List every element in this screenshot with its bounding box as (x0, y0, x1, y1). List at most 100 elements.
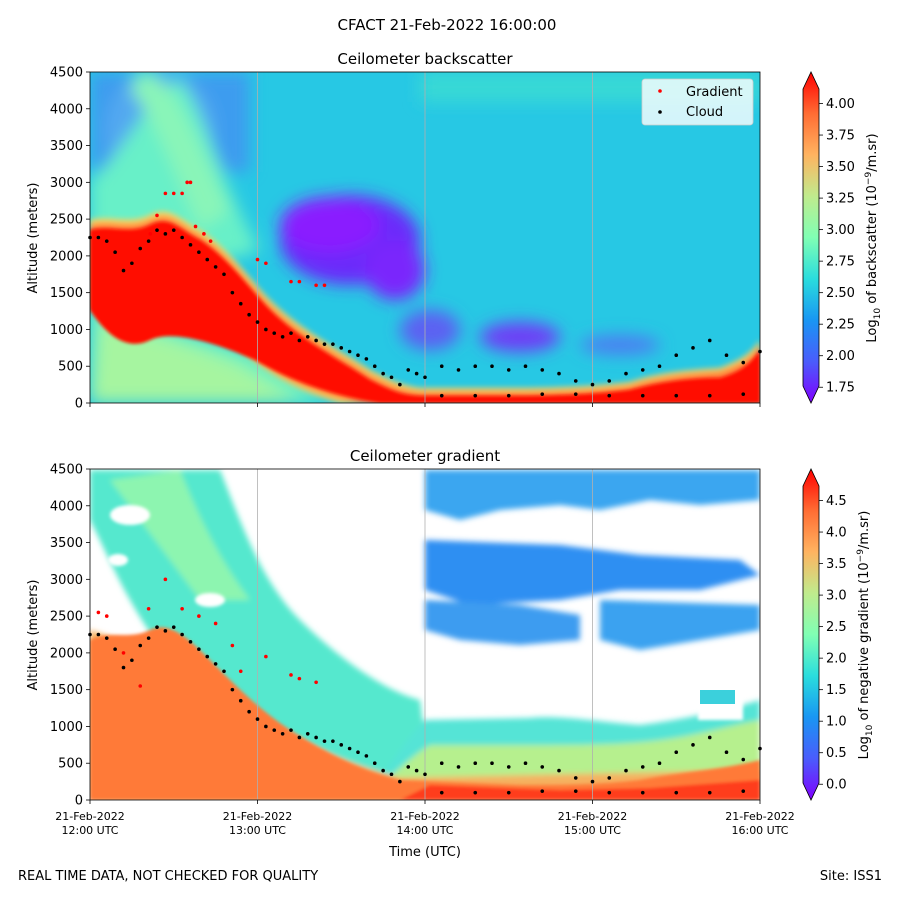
cloud-point (180, 632, 184, 637)
cloud-point (213, 265, 218, 269)
cloud-point (372, 761, 377, 766)
cloud-point (364, 357, 369, 361)
cloud-point (707, 393, 712, 398)
panel1-y-ticks: 0 500 1000 1500 2000 2500 3000 3500 4000 4500 (50, 66, 90, 412)
gradient-point (193, 224, 198, 229)
y-tick-label: 4000 (50, 499, 83, 514)
colorbar-tick-label: 3.50 (826, 160, 855, 175)
cloud-point (163, 629, 168, 633)
cloud-point (506, 393, 511, 398)
cloud-point (171, 625, 176, 629)
colorbar-tick-label: 2.00 (826, 349, 855, 364)
gradient-point (255, 257, 260, 262)
y-tick-label: 500 (58, 757, 83, 772)
cloud-point (104, 636, 109, 640)
gradient-point (297, 279, 302, 284)
legend-gradient-label: Gradient (686, 85, 743, 100)
cloud-point (540, 765, 545, 769)
cloud-point (322, 739, 327, 743)
cloud-point (624, 371, 628, 376)
cloud-point (540, 789, 545, 793)
gradient-point (185, 180, 189, 185)
cloud-point (398, 779, 402, 784)
colorbar-tick-label: 2.25 (826, 318, 855, 333)
cloud-point (347, 746, 352, 751)
cloud-point (657, 364, 662, 369)
colorbar-tick-label: 1.5 (826, 683, 847, 698)
figure-title: CFACT 21-Feb-2022 16:00:00 (338, 16, 557, 34)
y-tick-label: 1500 (50, 286, 83, 301)
cloud-point (640, 393, 645, 398)
cloud-point (590, 382, 595, 387)
panel1-x-ticks (89, 403, 761, 407)
cloud-point (247, 312, 251, 317)
gradient-point (238, 669, 243, 674)
cloud-point (138, 246, 143, 251)
cloud-point (314, 735, 318, 740)
cloud-point (506, 790, 511, 795)
y-tick-label: 500 (58, 360, 83, 375)
cloud-point (523, 761, 528, 766)
cloud-point (356, 353, 360, 357)
cloud-point (222, 272, 226, 277)
cloud-point (674, 750, 679, 754)
cloud-point (573, 379, 578, 383)
cloud-point (506, 368, 511, 372)
cloud-point (280, 732, 285, 736)
cloud-point (331, 342, 335, 346)
gradient-point (171, 191, 176, 196)
y-tick-label: 4500 (50, 463, 83, 478)
cloud-point (238, 301, 243, 306)
cloud-point (222, 669, 226, 674)
colorbar-tick-label: 3.75 (826, 129, 855, 144)
cloud-point (607, 393, 612, 398)
cloud-point (406, 765, 411, 769)
cloud-point (305, 335, 310, 339)
cloud-point (364, 754, 369, 758)
gradient-point (180, 191, 184, 196)
cloud-point (741, 789, 746, 793)
cloud-point (272, 728, 277, 732)
cloud-point (381, 371, 385, 376)
cloud-point (230, 290, 235, 295)
cloud-point (423, 375, 427, 380)
x-tick-label: 21-Feb-2022 (55, 810, 124, 823)
cloud-point (381, 768, 385, 773)
panel-backscatter: Ceilometer backscatter (26, 50, 883, 412)
footer-site: Site: ISS1 (819, 869, 882, 884)
gradient-point (213, 621, 218, 626)
cloud-point (188, 243, 193, 247)
cloud-point (398, 382, 402, 387)
cloud-point (264, 327, 268, 332)
gradient-point (121, 651, 126, 655)
cloud-point (146, 239, 151, 243)
colorbar-tick-label: 2.75 (826, 255, 855, 270)
legend-gradient-marker (658, 89, 662, 93)
y-tick-label: 4000 (50, 102, 83, 117)
cloud-point (339, 743, 344, 747)
gradient-point (163, 191, 168, 196)
x-tick-label: 21-Feb-2022 (725, 810, 794, 823)
cloud-point (573, 392, 578, 396)
cloud-point (707, 790, 712, 795)
y-tick-label: 2000 (50, 646, 83, 661)
cloud-point (490, 364, 494, 369)
x-tick-label: 16:00 UTC (731, 824, 788, 837)
cloud-point (724, 353, 729, 357)
footer-disclaimer: REAL TIME DATA, NOT CHECKED FOR QUALITY (18, 869, 319, 884)
cloud-point (121, 268, 126, 273)
cloud-point (264, 724, 268, 729)
cloud-point (113, 250, 117, 255)
gradient-point (264, 654, 268, 659)
cloud-point (247, 709, 251, 714)
cloud-point (624, 768, 628, 773)
colorbar-tick-label: 0.5 (826, 746, 847, 761)
cloud-point (657, 761, 662, 766)
panel1-legend[interactable]: Gradient Cloud (641, 78, 754, 126)
colorbar1-label: Log10 of backscatter (10−9/m.sr) (864, 133, 883, 342)
cloud-point (724, 750, 729, 754)
gradient-point (264, 261, 268, 266)
cloud-point (707, 338, 712, 343)
